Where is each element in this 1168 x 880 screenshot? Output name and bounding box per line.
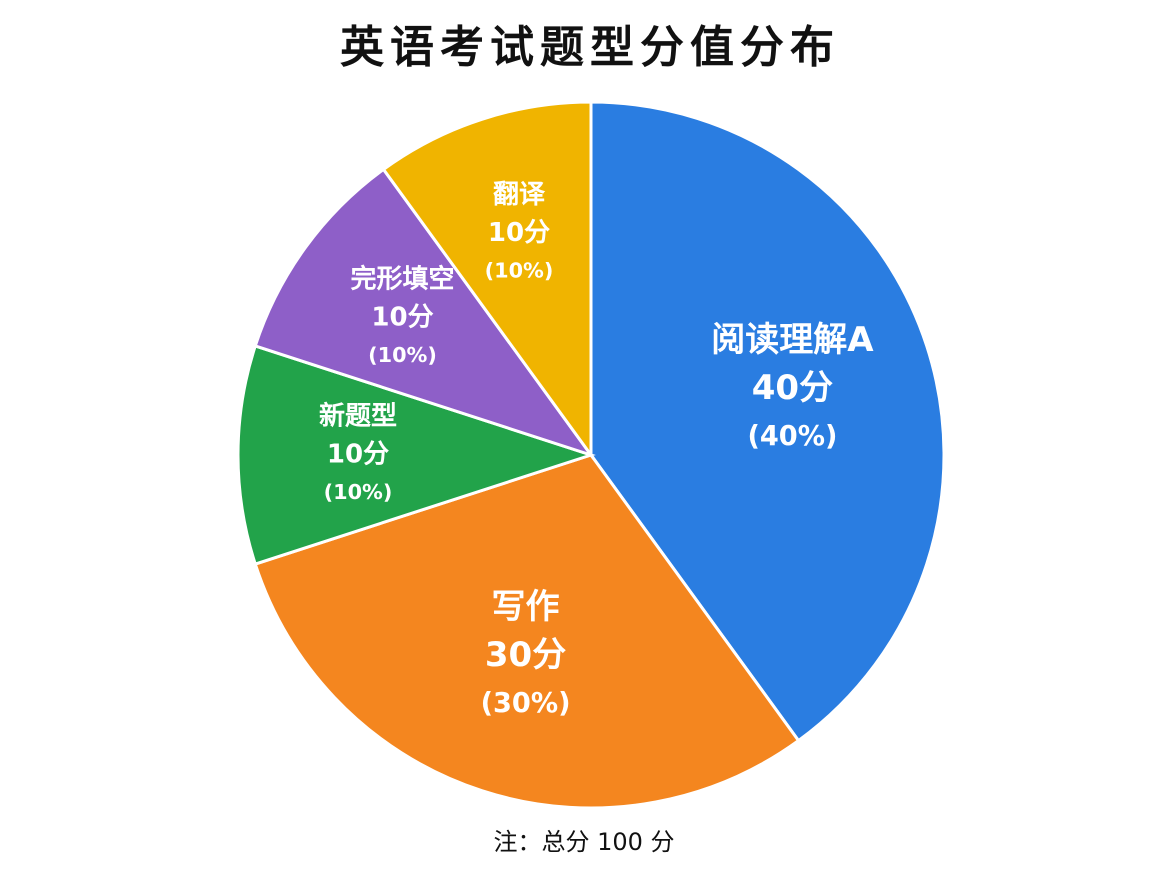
pie [236, 100, 946, 810]
chart-title: 英语考试题型分值分布 [340, 22, 840, 73]
percent-label: (30%) [481, 688, 571, 719]
percent-label: (10%) [324, 480, 393, 504]
value-label: 10分 [371, 303, 433, 333]
pie-slice [589, 100, 946, 743]
pie-slice [253, 453, 801, 810]
percent-label: (10%) [485, 258, 554, 282]
value-label: 10分 [327, 440, 389, 470]
percent-label: (40%) [747, 421, 837, 452]
percent-label: (10%) [368, 343, 437, 367]
value-label: 10分 [488, 218, 550, 248]
value-label: 30分 [485, 635, 566, 675]
slice-name: 完形填空 [351, 264, 455, 295]
value-label: 40分 [752, 368, 833, 408]
slice-name: 新题型 [319, 401, 397, 432]
note: 注：总分 100 分 [493, 828, 674, 856]
slice-name: 写作 [492, 587, 560, 627]
pie-slice [381, 100, 593, 460]
slice-name: 阅读理解A [711, 320, 874, 360]
slice-name: 翻译 [493, 180, 546, 210]
pie-slice [253, 167, 595, 458]
labels: 阅读理解A 40分 (40%) 写作 30分 (30%) 新题型 10分 (10%) 完形填空 10… [319, 180, 874, 719]
pie-slice [236, 344, 596, 566]
